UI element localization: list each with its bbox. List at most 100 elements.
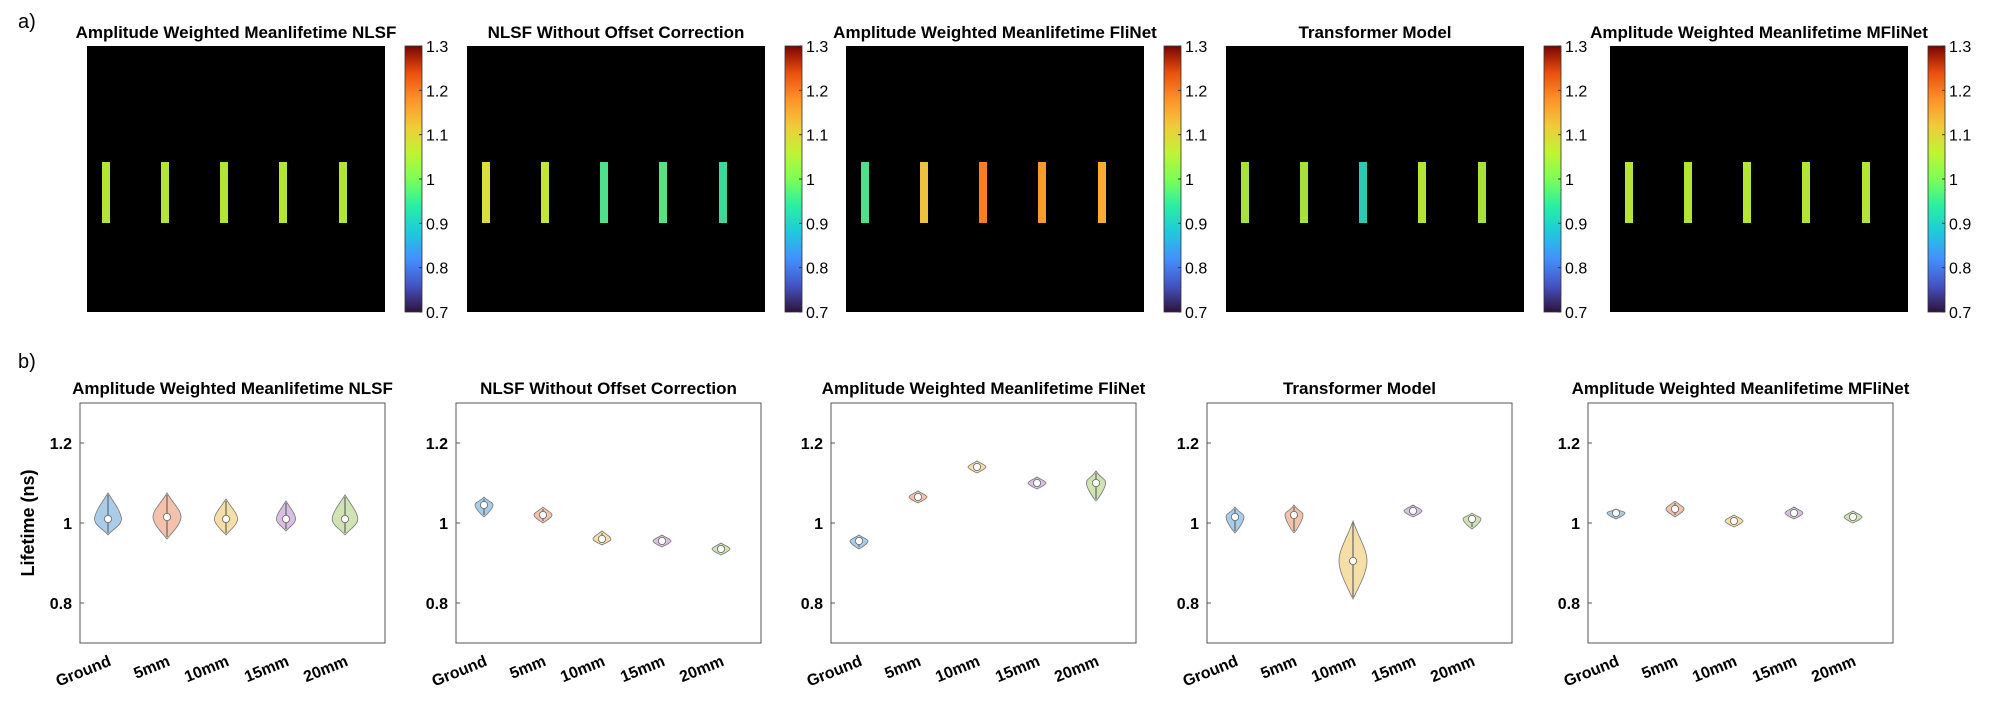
violin-title: Amplitude Weighted Meanlifetime MFliNet [1572, 379, 1910, 398]
violin-median [1612, 508, 1621, 517]
y-tick-label: 1.2 [50, 436, 72, 453]
violin-panel: Amplitude Weighted Meanlifetime MFliNet 0… [1558, 379, 1910, 690]
colorbar-tick-label: 1.3 [1185, 39, 1207, 56]
x-tick-label: Ground [430, 653, 490, 690]
violin-title: NLSF Without Offset Correction [480, 379, 737, 398]
colorbar-tick-label: 0.7 [426, 305, 448, 322]
heatmap-strip [541, 162, 549, 223]
x-tick-label: Ground [54, 653, 114, 690]
heatmap-strip [1300, 162, 1308, 223]
x-tick-label: 5mm [131, 653, 172, 683]
heatmap-panel: Amplitude Weighted Meanlifetime FliNet 1.… [833, 23, 1207, 322]
heatmap-strip [339, 162, 347, 223]
heatmap-strip [1241, 162, 1249, 223]
x-tick-label: 20mm [1809, 653, 1858, 686]
violin-median [855, 537, 864, 546]
violin-median [1409, 506, 1418, 515]
violin-median [479, 500, 488, 509]
colorbar-tick-label: 0.9 [1185, 216, 1207, 233]
y-tick-label: 1.2 [1177, 436, 1199, 453]
y-tick-label: 1.2 [426, 436, 448, 453]
colorbar-tick-label: 0.8 [426, 261, 448, 278]
x-tick-label: 10mm [1309, 653, 1358, 686]
heatmap-panel: Amplitude Weighted Meanlifetime MFliNet 1… [1590, 23, 1971, 322]
x-tick-label: 15mm [993, 653, 1042, 686]
colorbar-tick-label: 0.9 [1949, 216, 1971, 233]
colorbar-tick-label: 1 [1949, 172, 1958, 189]
y-tick-label: 0.8 [1558, 596, 1580, 613]
x-tick-label: 15mm [1750, 653, 1799, 686]
axes-box [455, 402, 762, 644]
heatmap-panel: NLSF Without Offset Correction 1.3 1.2 1.1 1… [467, 23, 828, 322]
violin-row: Amplitude Weighted Meanlifetime NLSF 0.8 1… [18, 379, 1910, 690]
heatmap-strip [220, 162, 228, 223]
colorbar-tick-label: 0.7 [1185, 305, 1207, 322]
colorbar-tick-label: 1.3 [1565, 39, 1587, 56]
violin-median [1349, 557, 1358, 566]
y-tick-label: 1.2 [1558, 436, 1580, 453]
heatmap-panel: Transformer Model 1.3 1.2 1.1 1 0.9 0.8 0.7 [1226, 23, 1587, 322]
heatmap-strip [1684, 162, 1692, 223]
x-tick-label: Ground [1562, 653, 1622, 690]
violin-median [1231, 513, 1240, 522]
y-tick-label: 1 [63, 516, 72, 533]
y-tick-label: 0.8 [801, 596, 823, 613]
colorbar-tick-label: 0.7 [1565, 305, 1587, 322]
colorbar-tick-label: 1.2 [1949, 83, 1971, 100]
x-tick-label: 5mm [1258, 653, 1299, 683]
x-tick-label: 5mm [1639, 653, 1680, 683]
heatmap-strip [1418, 162, 1426, 223]
heatmap-strip [482, 162, 490, 223]
violin-median [221, 515, 230, 524]
colorbar-tick-label: 1 [1185, 172, 1194, 189]
x-tick-label: 15mm [242, 653, 291, 686]
violin-median [1033, 478, 1042, 487]
x-tick-label: 10mm [182, 653, 231, 686]
heatmap-row: Amplitude Weighted Meanlifetime NLSF 1.3 1… [76, 23, 1972, 322]
violin-median [162, 513, 171, 522]
heatmap-strip [659, 162, 667, 223]
heatmap-strip [1625, 162, 1633, 223]
heatmap-image [1226, 46, 1524, 312]
x-tick-label: 20mm [1052, 653, 1101, 686]
x-tick-label: 5mm [882, 653, 923, 683]
y-tick-label: 1 [814, 516, 823, 533]
colorbar-tick-label: 1.2 [806, 83, 828, 100]
colorbar-tick-label: 1.3 [1949, 39, 1971, 56]
y-tick-label: 1 [439, 516, 448, 533]
colorbar-tick-label: 0.8 [1185, 261, 1207, 278]
heatmap-strip [1862, 162, 1870, 223]
heatmap-strip [1478, 162, 1486, 223]
violin-panel: Transformer Model 0.8 1 1.2 Ground 5mm 10mm 15m… [1177, 379, 1513, 690]
colorbar-tick-label: 1.2 [1185, 83, 1207, 100]
x-tick-label: Ground [805, 653, 865, 690]
y-tick-label: 1.2 [801, 436, 823, 453]
heatmap-title: Amplitude Weighted Meanlifetime FliNet [833, 23, 1157, 42]
heatmap-strip [719, 162, 727, 223]
heatmap-title: NLSF Without Offset Correction [488, 23, 745, 42]
violin-panel: NLSF Without Offset Correction 0.8 1 1.2 Gro… [426, 379, 762, 690]
violin-median [104, 515, 113, 524]
colorbar-tick-label: 1.1 [426, 128, 448, 145]
x-tick-label: 20mm [1428, 653, 1477, 686]
violin-panel: Amplitude Weighted Meanlifetime FliNet 0.… [801, 379, 1146, 690]
violin-median [340, 515, 349, 524]
colorbar-tick-label: 1 [1565, 172, 1574, 189]
violin-median [914, 492, 923, 501]
colorbar-tick-label: 0.9 [806, 216, 828, 233]
colorbar-tick-label: 1 [426, 172, 435, 189]
x-tick-label: 10mm [558, 653, 607, 686]
violin-median [1092, 478, 1101, 487]
violin-title: Transformer Model [1283, 379, 1436, 398]
heatmap-strip [102, 162, 110, 223]
heatmap-image [846, 46, 1144, 312]
colorbar-tick-label: 1.1 [1185, 128, 1207, 145]
violin-median [973, 462, 982, 471]
x-tick-label: 15mm [1369, 653, 1418, 686]
violin-median [1730, 517, 1739, 526]
y-tick-label: 1 [1190, 516, 1199, 533]
violin-median [658, 537, 667, 546]
colorbar-tick-label: 1.3 [426, 39, 448, 56]
heatmap-strip [600, 162, 608, 223]
